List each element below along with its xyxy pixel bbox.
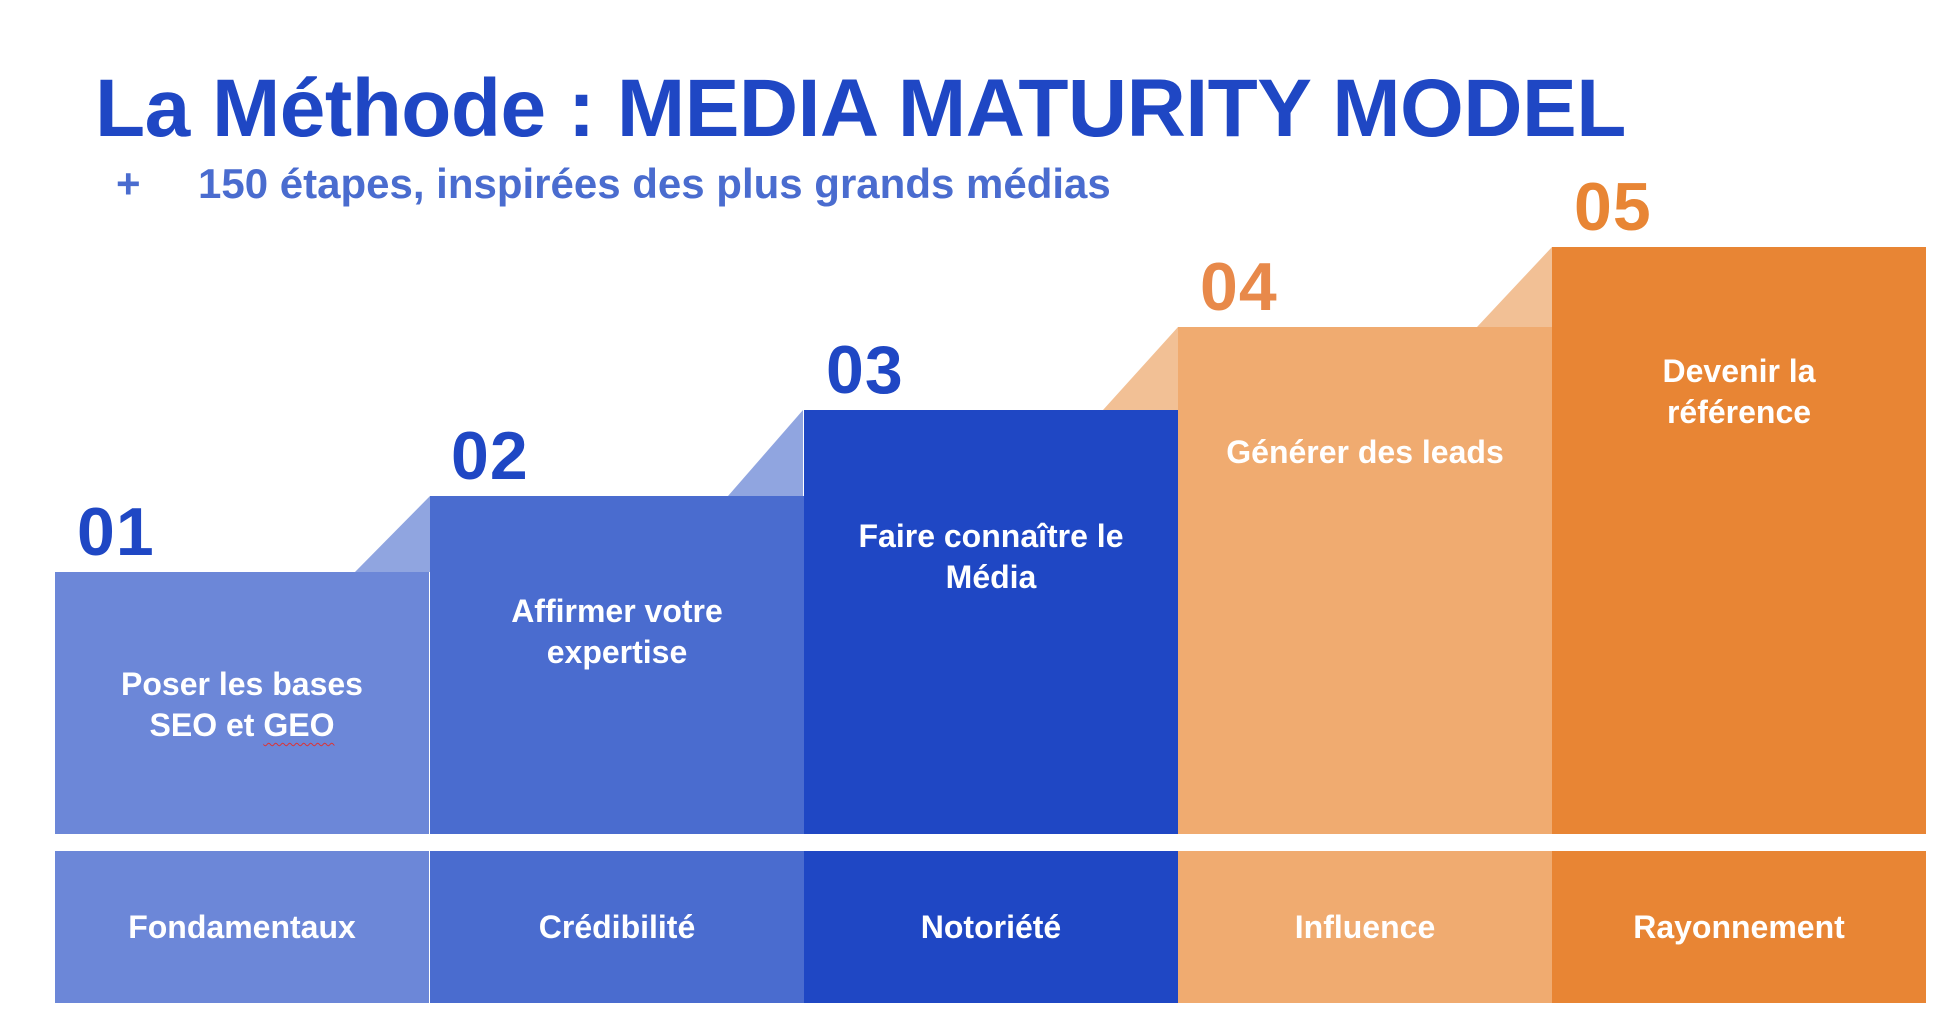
step-number-04: 04 bbox=[1200, 249, 1278, 325]
riser-triangle-4 bbox=[1103, 327, 1178, 410]
step-text-part: SEO et bbox=[149, 707, 264, 743]
riser-triangle-3 bbox=[728, 410, 803, 496]
step-text-line: référence bbox=[1666, 394, 1812, 430]
stage-label-credibilite: Crédibilité bbox=[430, 851, 804, 1003]
page-title: La Méthode : MEDIA MATURITY MODEL bbox=[95, 63, 1626, 154]
stage-label-rayonnement: Rayonnement bbox=[1552, 851, 1926, 1003]
step-text-line: Générer des leads bbox=[1226, 434, 1504, 470]
step-number-01: 01 bbox=[77, 494, 155, 570]
step-number-05: 05 bbox=[1574, 169, 1652, 245]
stage-label-notoriete: Notoriété bbox=[804, 851, 1178, 1003]
step-number-03: 03 bbox=[826, 332, 904, 408]
step-text-line: Faire connaître le bbox=[858, 518, 1124, 554]
step-text-line: Média bbox=[945, 559, 1037, 595]
step-text-geo: GEO bbox=[263, 707, 335, 743]
riser-triangle-2 bbox=[355, 496, 430, 572]
step-block-03: Faire connaître le Média bbox=[804, 410, 1178, 834]
step-block-05: Devenir la référence bbox=[1552, 247, 1926, 834]
step-text-line: expertise bbox=[546, 634, 688, 670]
stage-label-fondamentaux: Fondamentaux bbox=[55, 851, 429, 1003]
step-block-01: Poser les bases SEO et GEO bbox=[55, 572, 429, 834]
step-block-02: Affirmer votre expertise bbox=[430, 496, 804, 834]
stage-label-influence: Influence bbox=[1178, 851, 1552, 1003]
step-text-line: Poser les bases bbox=[121, 666, 363, 702]
plus-icon: + bbox=[116, 160, 141, 207]
riser-triangle-5 bbox=[1477, 247, 1552, 327]
step-text-line: Affirmer votre bbox=[511, 593, 723, 629]
step-number-02: 02 bbox=[451, 418, 529, 494]
step-block-04: Générer des leads bbox=[1178, 327, 1552, 834]
subtitle: +150 étapes, inspirées des plus grands m… bbox=[116, 160, 1111, 208]
subtitle-text: 150 étapes, inspirées des plus grands mé… bbox=[198, 160, 1111, 207]
step-text-line: SEO et GEO bbox=[85, 705, 399, 746]
step-text-line: Devenir la bbox=[1662, 353, 1816, 389]
